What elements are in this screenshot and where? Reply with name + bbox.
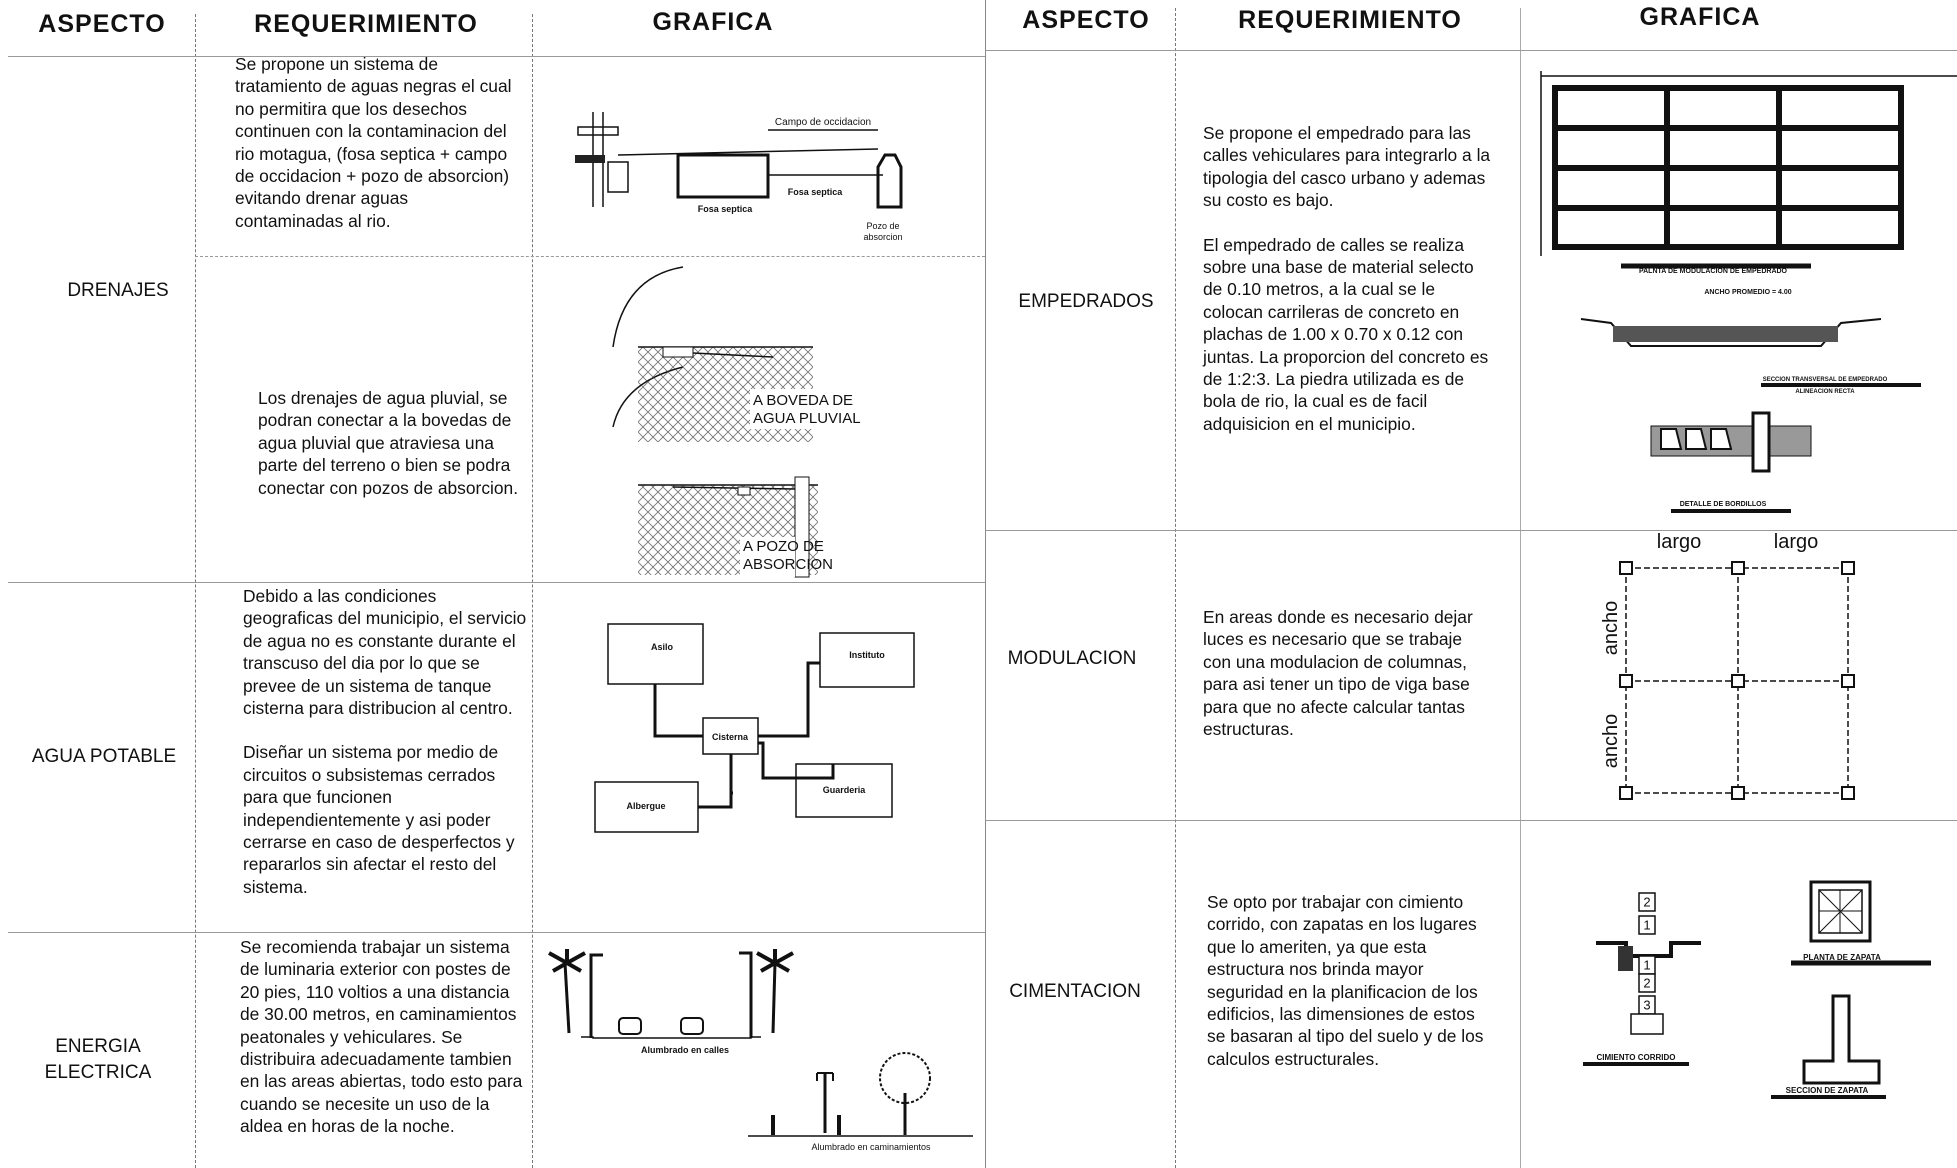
- requirement: Se propone un sistema de tratamiento de …: [235, 54, 512, 231]
- diagram-label: SECCION DE ZAPATA: [1786, 1086, 1869, 1095]
- divider: [1175, 8, 1176, 1168]
- row-line: [8, 582, 985, 583]
- row-line: [985, 50, 1957, 51]
- paving-diagram: PALNTA DE MODULACION DE EMPEDRADO ANCHO …: [1540, 71, 1957, 513]
- header: ASPECTO: [1022, 6, 1150, 34]
- divider: [985, 0, 986, 1168]
- aspect: CIMENTACION: [1009, 981, 1141, 1002]
- requirement: Debido a las condiciones geograficas del…: [243, 586, 527, 719]
- row-line: [195, 256, 985, 257]
- aspect: AGUA POTABLE: [31, 746, 177, 767]
- lighting-diagram: Alumbrado en calles Alumbrado en caminam…: [548, 949, 973, 1152]
- requirement: Los drenajes de agua pluvial, se podran …: [258, 388, 519, 498]
- diagram-label: PLANTA DE ZAPATA: [1803, 953, 1881, 962]
- diagram-label: largo: [1657, 531, 1701, 553]
- aspect: ENERGIA: [55, 1036, 141, 1057]
- diagram-label: ABSORCION: [743, 556, 833, 573]
- diagram-label: Instituto: [849, 650, 885, 660]
- diagram-label: Cisterna: [712, 732, 749, 742]
- diagram-label: 3: [1643, 997, 1650, 1012]
- diagram-label: Asilo: [651, 642, 674, 652]
- foundation-diagram: 2 1 1 2 3 CIMIENTO CORRIDO PLANTA DE ZAP…: [1583, 880, 1931, 1099]
- requirement: Se recomienda trabajar un sistema de lum…: [240, 937, 523, 1137]
- drainage-diagram: Campo de occidacion Fosa septica Fosa se…: [575, 112, 903, 242]
- diagram-label: 1: [1643, 957, 1650, 972]
- diagram-label: ALINEACION RECTA: [1795, 389, 1855, 395]
- diagram-label: DETALLE DE BORDILLOS: [1680, 501, 1767, 508]
- diagram-label: Fosa septica: [788, 187, 844, 197]
- divider: [532, 14, 533, 1168]
- aspect: DRENAJES: [67, 280, 169, 301]
- requirement: En areas donde es necesario dejar luces …: [1203, 607, 1473, 740]
- diagram-label: SECCION TRANSVERSAL DE EMPEDRADO: [1763, 377, 1888, 383]
- divider: [195, 14, 196, 1168]
- diagram-label: 2: [1643, 894, 1650, 909]
- diagram-label: absorcion: [863, 232, 902, 242]
- diagram-label: Campo de occidacion: [775, 117, 871, 128]
- row-line: [8, 932, 985, 933]
- diagram-label: largo: [1774, 531, 1818, 553]
- requirement: El empedrado de calles se realiza sobre …: [1203, 234, 1489, 434]
- aspect: MODULACION: [1007, 648, 1137, 669]
- header: ASPECTO: [38, 10, 166, 38]
- diagram-label: Guarderia: [823, 785, 867, 795]
- diagram-label: PALNTA DE MODULACION DE EMPEDRADO: [1639, 268, 1788, 275]
- diagram-label: A POZO DE: [743, 538, 824, 555]
- diagram-label: Alumbrado en caminamientos: [811, 1142, 931, 1152]
- diagram-label: CIMIENTO CORRIDO: [1597, 1053, 1676, 1062]
- diagram-label: AGUA PLUVIAL: [753, 410, 861, 427]
- diagram-label: 2: [1643, 975, 1650, 990]
- diagram-label: 1: [1643, 917, 1650, 932]
- requirement-block: Debido a las condiciones geograficas del…: [243, 585, 528, 920]
- requirement: Se opto por trabajar con cimiento corrid…: [1207, 892, 1484, 1069]
- diagram-label: Fosa septica: [698, 204, 754, 214]
- header: GRAFICA: [652, 8, 774, 36]
- diagram-label: Pozo de: [866, 221, 899, 231]
- header: GRAFICA: [1639, 3, 1761, 31]
- requirement: Se propone el empedrado para las calles …: [1203, 123, 1491, 211]
- diagram-label: ANCHO PROMEDIO = 4.00: [1704, 289, 1791, 296]
- water-diagram: Asilo Instituto Cisterna Albergue Guarde…: [594, 623, 915, 833]
- row-line: [985, 530, 1957, 531]
- row-line: [8, 56, 985, 57]
- grid-diagram: largo largo ancho ancho: [1600, 531, 1855, 800]
- header: REQUERIMIENTO: [1238, 6, 1462, 34]
- aspect: EMPEDRADOS: [1018, 291, 1154, 312]
- requirement-block: Se propone el empedrado para las calles …: [1203, 122, 1493, 457]
- aspect-block: ENERGIA ELECTRICA: [45, 1034, 152, 1086]
- divider: [1520, 8, 1521, 1168]
- row-line: [985, 820, 1957, 821]
- diagram-label: Albergue: [626, 801, 665, 811]
- aspect: ELECTRICA: [44, 1062, 152, 1083]
- diagram-label: ancho: [1600, 601, 1622, 656]
- diagram-label: ancho: [1600, 714, 1622, 769]
- header: REQUERIMIENTO: [254, 10, 478, 38]
- requirement: Diseñar un sistema por medio de circuito…: [243, 742, 515, 897]
- diagram-label: A BOVEDA DE: [753, 392, 853, 409]
- storm-drain-diagram: A BOVEDA DE AGUA PLUVIAL A POZO DE ABSOR…: [612, 266, 870, 578]
- diagram-label: Alumbrado en calles: [641, 1045, 729, 1055]
